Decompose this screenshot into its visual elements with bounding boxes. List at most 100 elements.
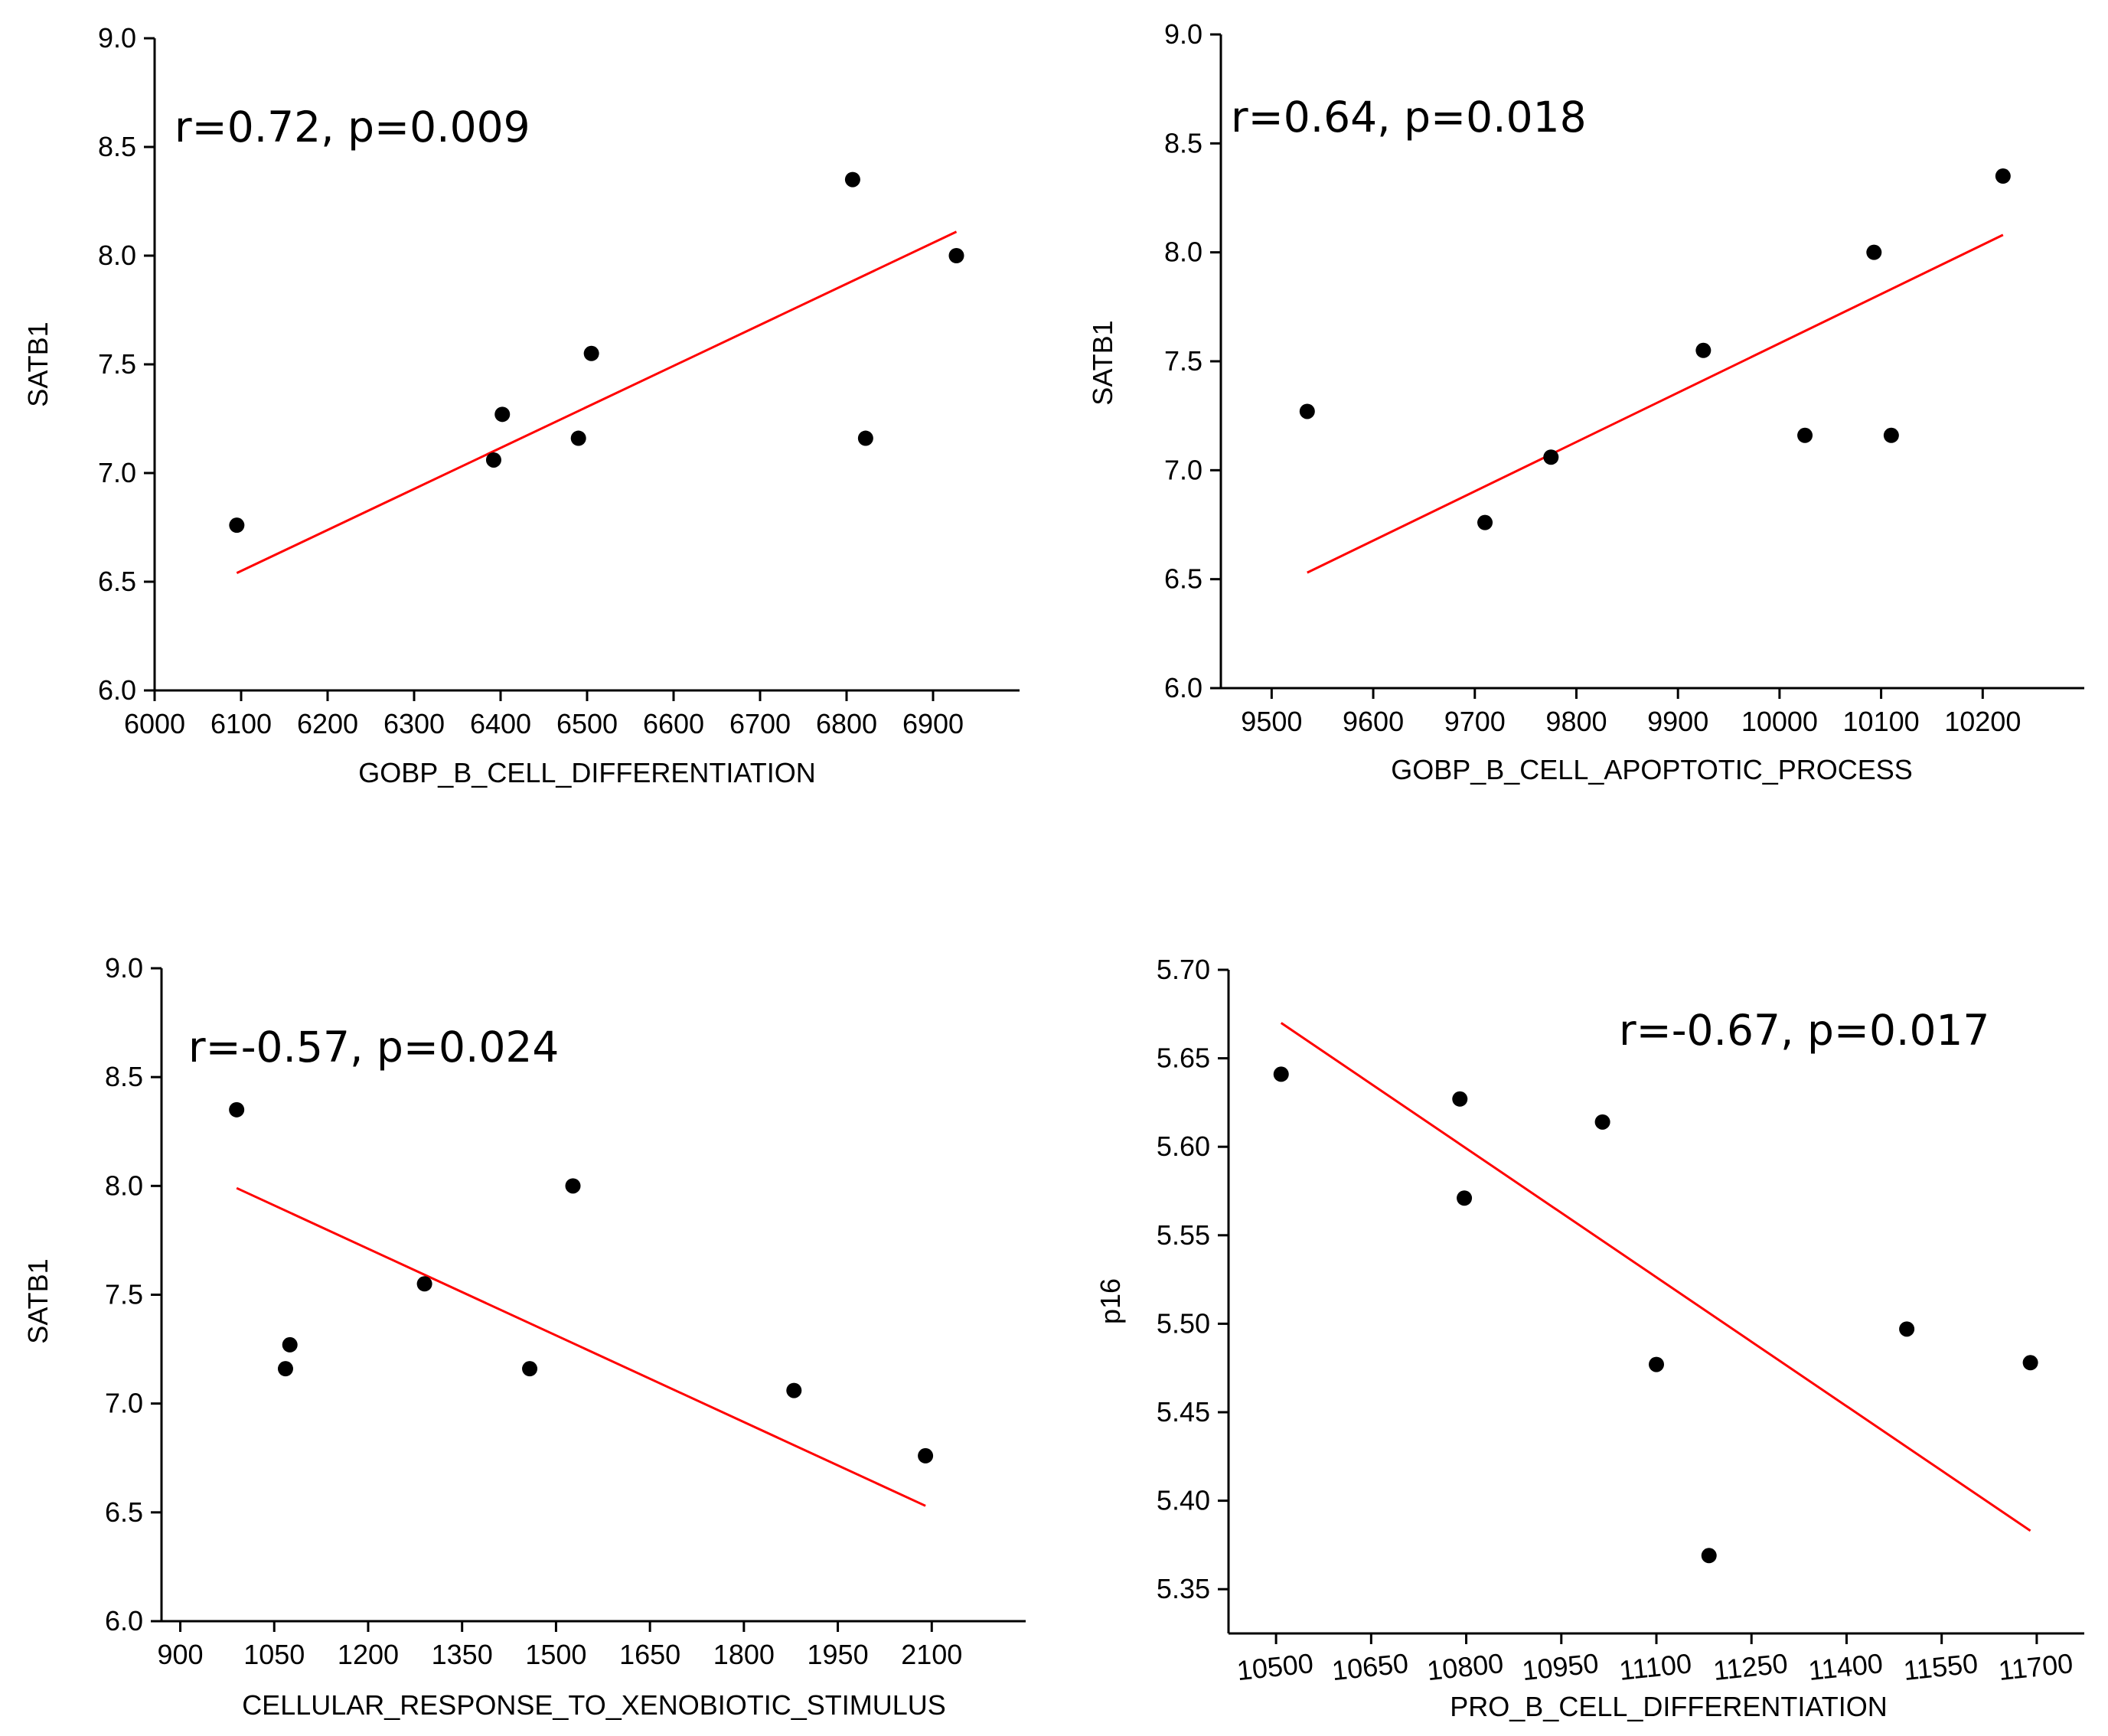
data-point <box>1797 427 1813 443</box>
y-tick-label: 6.0 <box>98 674 136 706</box>
x-tick-label: 6700 <box>729 708 791 739</box>
y-tick-label: 7.5 <box>1164 345 1202 377</box>
y-tick-label: 6.5 <box>1164 563 1202 595</box>
point-group <box>1273 1066 2038 1564</box>
x-tick-group: 9500 9600 9700 9800 9900 10000 10100 10200 <box>1241 688 2021 737</box>
correlation-annotation: r=-0.57, p=0.024 <box>188 1023 559 1072</box>
x-tick-group: 6000 6100 6200 6300 6400 6500 6600 6700 6800 6900 <box>124 690 964 739</box>
y-tick-label: 8.5 <box>98 131 136 162</box>
data-point <box>1866 244 1882 260</box>
fit-line-group <box>236 1186 926 1507</box>
x-tick-label: 9900 <box>1647 706 1708 737</box>
x-tick-label: 1500 <box>525 1639 586 1670</box>
data-point <box>1452 1091 1468 1107</box>
y-tick-label: 8.0 <box>105 1170 143 1201</box>
y-tick-label: 5.60 <box>1157 1131 1210 1162</box>
x-tick-group: 10500 10650 10800 10950 11100 11250 11400 11550… <box>1235 1633 2074 1686</box>
x-tick-label: 6600 <box>643 708 704 739</box>
data-point <box>1701 1548 1717 1564</box>
y-tick-label: 8.0 <box>98 240 136 271</box>
data-point <box>416 1276 432 1292</box>
y-tick-label: 5.55 <box>1157 1219 1210 1251</box>
data-point <box>1995 168 2011 184</box>
x-axis-label: GOBP_B_CELL_APOPTOTIC_PROCESS <box>1391 754 1913 785</box>
data-point <box>1883 427 1899 443</box>
x-tick-label: 10100 <box>1843 706 1920 737</box>
x-tick-label: 1800 <box>713 1639 775 1670</box>
data-point <box>583 345 599 361</box>
x-tick-label: 2100 <box>901 1639 962 1670</box>
y-tick-label: 7.0 <box>105 1388 143 1419</box>
data-point <box>1695 342 1712 358</box>
y-tick-label: 5.65 <box>1157 1043 1210 1074</box>
x-tick-label: 9700 <box>1444 706 1506 737</box>
y-tick-label: 6.5 <box>98 566 136 597</box>
x-tick-label: 6000 <box>124 708 185 739</box>
y-axis-label: SATB1 <box>1087 320 1118 405</box>
x-tick-label: 11250 <box>1712 1647 1789 1686</box>
data-point <box>786 1382 802 1398</box>
y-tick-label: 8.5 <box>105 1061 143 1092</box>
fit-line-group <box>1280 1022 2031 1532</box>
data-point <box>844 171 860 188</box>
data-point <box>1299 403 1315 419</box>
data-point <box>1649 1356 1664 1372</box>
y-tick-label: 9.0 <box>105 952 143 984</box>
regression-line <box>1307 233 2004 574</box>
x-axis-label: PRO_B_CELL_DIFFERENTIATION <box>1450 1691 1887 1722</box>
x-axis-label: CELLULAR_RESPONSE_TO_XENOBIOTIC_STIMULUS <box>242 1689 946 1721</box>
x-tick-label: 10950 <box>1521 1647 1601 1686</box>
x-tick-label: 6900 <box>902 708 964 739</box>
x-tick-label: 6400 <box>470 708 531 739</box>
y-tick-label: 6.5 <box>105 1496 143 1528</box>
regression-line <box>236 230 958 574</box>
y-tick-group: 6.0 6.5 7.0 7.5 8.0 8.5 9.0 <box>105 952 162 1636</box>
x-tick-label: 1200 <box>338 1639 399 1670</box>
correlation-annotation: r=-0.67, p=0.017 <box>1619 1006 1989 1055</box>
y-tick-label: 7.0 <box>1164 454 1202 485</box>
y-tick-label: 5.35 <box>1157 1573 1210 1604</box>
fit-line-group <box>1307 233 2004 574</box>
x-tick-label: 6100 <box>210 708 272 739</box>
data-point <box>282 1336 298 1353</box>
x-axis-label: GOBP_B_CELL_DIFFERENTIATION <box>358 757 815 788</box>
x-tick-label: 1650 <box>619 1639 680 1670</box>
y-tick-label: 7.5 <box>98 348 136 380</box>
data-point <box>485 452 501 468</box>
y-tick-label: 5.50 <box>1157 1307 1210 1339</box>
x-tick-group: 900 1050 1200 1350 1500 1650 1800 1950 2100 <box>158 1621 962 1670</box>
data-point <box>277 1361 293 1377</box>
y-tick-label: 6.0 <box>1164 672 1202 703</box>
data-point <box>1273 1066 1289 1082</box>
data-point <box>522 1361 538 1377</box>
y-tick-group: 6.0 6.5 7.0 7.5 8.0 8.5 9.0 <box>1164 18 1221 703</box>
x-tick-label: 11700 <box>1997 1647 2074 1686</box>
y-tick-label: 5.40 <box>1157 1485 1210 1516</box>
x-tick-label: 6300 <box>383 708 445 739</box>
regression-line <box>1280 1022 2031 1532</box>
y-tick-label: 8.5 <box>1164 127 1202 158</box>
x-tick-label: 1050 <box>243 1639 305 1670</box>
y-tick-label: 5.70 <box>1157 954 1210 985</box>
y-tick-group: 5.35 5.40 5.45 5.50 5.55 5.60 5.65 5.70 <box>1157 954 1229 1604</box>
chart-panel-3: SATB1 CELLULAR_RESPONSE_TO_XENOBIOTIC_ST… <box>22 952 1026 1721</box>
data-point <box>229 1101 245 1118</box>
x-tick-label: 11550 <box>1902 1647 1979 1686</box>
x-tick-label: 9600 <box>1343 706 1404 737</box>
regression-line <box>236 1186 926 1507</box>
y-tick-group: 6.0 6.5 7.0 7.5 8.0 8.5 9.0 <box>98 22 155 706</box>
point-group <box>229 171 964 534</box>
x-tick-label: 11400 <box>1807 1647 1884 1686</box>
data-point <box>1594 1114 1610 1130</box>
x-tick-label: 10200 <box>1944 706 2021 737</box>
x-tick-label: 10000 <box>1741 706 1818 737</box>
y-tick-label: 8.0 <box>1164 237 1202 268</box>
x-tick-label: 6200 <box>297 708 358 739</box>
y-tick-label: 5.45 <box>1157 1396 1210 1428</box>
fit-line-group <box>236 230 958 574</box>
y-tick-label: 7.5 <box>105 1279 143 1310</box>
chart-panel-2: SATB1 GOBP_B_CELL_APOPTOTIC_PROCESS r=0.… <box>1087 18 2084 785</box>
data-point <box>2022 1355 2038 1371</box>
x-tick-label: 1950 <box>808 1639 869 1670</box>
